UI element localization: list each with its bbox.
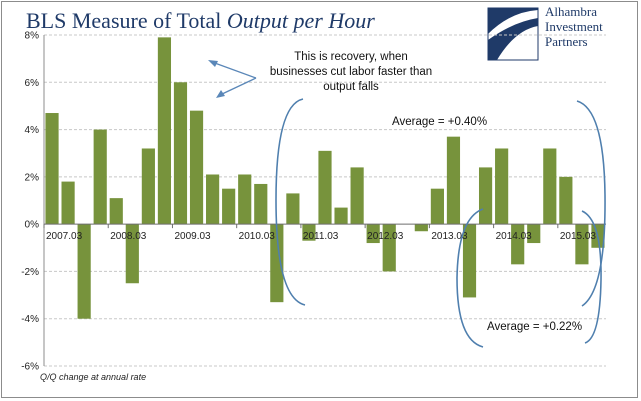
average-label-1: Average = +0.40% [392, 116, 488, 128]
average-brackets [275, 98, 606, 348]
bar [93, 129, 107, 225]
recovery-line-3: output falls [323, 81, 379, 93]
x-tick-label: 2007.03 [46, 231, 83, 242]
bar [222, 188, 236, 225]
x-tick-label: 2009.03 [174, 231, 211, 242]
bar [575, 224, 589, 265]
bar [61, 181, 75, 225]
bar [382, 224, 396, 272]
bar [430, 188, 444, 225]
bars [45, 37, 605, 319]
x-tick-label: 2013.03 [431, 231, 468, 242]
bar [446, 136, 461, 225]
bar [45, 113, 59, 225]
company-logo-text: Alhambra Investment Partners [545, 4, 637, 49]
bar [511, 224, 525, 265]
bar [414, 224, 428, 232]
y-tick-labels: -6% -4% -2% 0% 2% 4% 6% 8% [21, 31, 39, 373]
bar [157, 37, 172, 225]
x-tick-label: 2011.03 [303, 231, 339, 242]
x-tick-label: 2015.03 [560, 231, 597, 242]
chart-title: BLS Measure of Total Output per Hour [26, 8, 375, 34]
x-tick-label: 2008.03 [110, 231, 147, 242]
bar [189, 110, 204, 225]
bar [270, 224, 284, 303]
bar [238, 174, 252, 225]
axes [43, 35, 606, 366]
bar [462, 224, 477, 298]
recovery-line-2: businesses cut labor faster than [269, 66, 433, 78]
y-tick-label: 8% [25, 31, 40, 42]
bar [495, 148, 509, 225]
bar [109, 198, 123, 225]
bar [366, 224, 380, 244]
bar [478, 167, 493, 225]
bracket-1-right [576, 100, 606, 307]
logo-line-3: Partners [545, 34, 588, 49]
x-tick-label: 2014.03 [496, 231, 533, 242]
x-tick-labels: 2007.03 2008.03 2009.03 2010.03 2011.03 2012.… [43, 224, 597, 242]
bar [286, 193, 300, 225]
logo-line-2: Investment [545, 19, 603, 34]
average-label-2: Average = +0.22% [487, 321, 583, 333]
y-tick-label: -6% [21, 362, 39, 373]
y-tick-label: -2% [21, 267, 39, 278]
y-tick-label: 6% [25, 78, 40, 89]
annotation-arrows [208, 60, 257, 98]
bar [141, 148, 155, 225]
footnote: Q/Q change at annual rate [40, 372, 147, 382]
alhambra-logo-mark-icon [487, 7, 539, 61]
bar [77, 224, 91, 319]
arrow-2-head [216, 90, 225, 98]
bar [125, 224, 139, 284]
bar [543, 148, 557, 225]
bar [350, 167, 364, 225]
bar [527, 224, 541, 244]
bar [302, 224, 316, 241]
bracket-1-left [275, 98, 306, 306]
arrow-2-line [219, 77, 257, 96]
bar [173, 82, 188, 225]
bracket-2-right [581, 210, 602, 344]
y-tick-label: 0% [25, 220, 40, 231]
bar [334, 207, 348, 225]
x-tick-label: 2010.03 [239, 231, 276, 242]
bracket-2-left [456, 208, 484, 348]
title-italic: Output per Hour [226, 8, 375, 33]
bar [318, 150, 332, 225]
y-tick-label: 4% [25, 125, 40, 136]
bar [206, 174, 220, 225]
bar [559, 176, 573, 225]
x-tick-label: 2012.03 [367, 231, 404, 242]
bar [254, 183, 268, 225]
logo-line-1: Alhambra [545, 4, 597, 19]
y-tick-label: -4% [21, 314, 39, 325]
arrow-1-head [208, 60, 218, 67]
recovery-annotation: This is recovery, when businesses cut la… [256, 50, 446, 95]
recovery-line-1: This is recovery, when [294, 51, 408, 63]
arrow-1-line [211, 61, 257, 79]
title-plain: BLS Measure of Total [26, 8, 227, 33]
y-tick-label: 2% [25, 172, 40, 183]
